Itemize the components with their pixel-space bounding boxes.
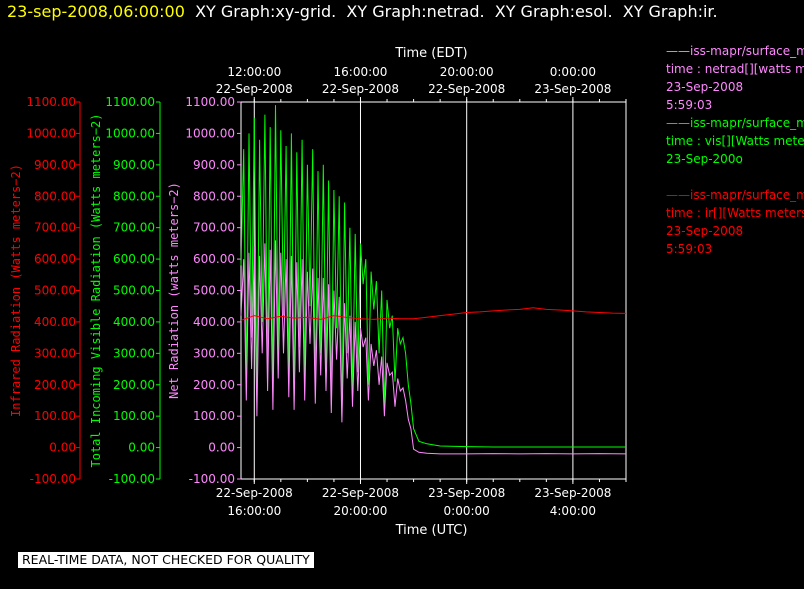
top-tick-label-time: 20:00:00 [440, 65, 494, 79]
y-tick-label-ir: 700.00 [34, 221, 76, 235]
y-tick-label-net: 900.00 [193, 158, 235, 172]
y-tick-label-ir: 1000.00 [26, 126, 76, 140]
legend-netrad-line1: ——iss-mapr/surface_m [666, 44, 804, 58]
legend-netrad-line2: time : netrad[][watts m [666, 62, 804, 76]
y-tick-label-net: 600.00 [193, 252, 235, 266]
y-tick-label-ir: 800.00 [34, 189, 76, 203]
x-axis-label-top: Time (EDT) [394, 46, 467, 61]
series-line-vis [240, 105, 626, 448]
y-tick-label-net: 500.00 [193, 284, 235, 298]
x-axis-label-bottom: Time (UTC) [395, 523, 468, 538]
legend-ir-line3: 23-Sep-2008 [666, 224, 744, 238]
top-tick-label-date: 22-Sep-2008 [322, 82, 399, 96]
y-tick-label-vis: 0.00 [128, 441, 155, 455]
y-tick-label-ir: 1100.00 [26, 95, 76, 109]
x-tick-label-date: 22-Sep-2008 [322, 486, 399, 500]
legend-netrad-line3: 23-Sep-2008 [666, 80, 744, 94]
header-timestamp: 23-sep-2008,06:00:00 [7, 2, 185, 21]
quality-note: REAL-TIME DATA, NOT CHECKED FOR QUALITY [18, 552, 314, 568]
legend-netrad-line4: 5:59:03 [666, 98, 713, 112]
legend-vis-line2: time : vis[][Watts meter [666, 134, 804, 148]
y-tick-label-vis: 800.00 [113, 189, 155, 203]
x-tick-label-date: 23-Sep-2008 [428, 486, 505, 500]
y-tick-label-vis: 500.00 [113, 284, 155, 298]
y-tick-label-vis: 900.00 [113, 158, 155, 172]
y-tick-label-net: 800.00 [193, 189, 235, 203]
y-tick-label-vis: -100.00 [109, 472, 155, 486]
y-tick-label-net: 700.00 [193, 221, 235, 235]
y-tick-label-ir: 600.00 [34, 252, 76, 266]
header-graph-list: XY Graph:xy-grid. XY Graph:netrad. XY Gr… [195, 2, 718, 21]
legend-vis-line1: ——iss-mapr/surface_m [666, 116, 804, 130]
y-tick-label-net: 0.00 [208, 441, 235, 455]
top-tick-label-time: 12:00:00 [227, 65, 281, 79]
top-tick-label-date: 22-Sep-2008 [216, 82, 293, 96]
y-tick-label-vis: 700.00 [113, 221, 155, 235]
y-tick-label-vis: 200.00 [113, 378, 155, 392]
x-tick-label-date: 22-Sep-2008 [216, 486, 293, 500]
y-tick-label-vis: 600.00 [113, 252, 155, 266]
legend-netrad: ——iss-mapr/surface_m time : netrad[][wat… [666, 42, 804, 114]
top-tick-label-time: 0:00:00 [550, 65, 596, 79]
y-tick-label-ir: 200.00 [34, 378, 76, 392]
y-tick-label-vis: 400.00 [113, 315, 155, 329]
legend-ir: ——iss-mapr/surface_m time : ir[][Watts m… [666, 186, 804, 258]
y-axis-label-net: Net Radiation (watts meters−2) [167, 182, 181, 399]
x-tick-label-date: 23-Sep-2008 [534, 486, 611, 500]
x-tick-label-time: 4:00:00 [550, 504, 596, 518]
y-tick-label-ir: -100.00 [30, 472, 76, 486]
y-tick-label-ir: 900.00 [34, 158, 76, 172]
x-tick-label-time: 0:00:00 [444, 504, 490, 518]
legend-vis: ——iss-mapr/surface_m time : vis[][Watts … [666, 114, 804, 168]
top-tick-label-date: 23-Sep-2008 [534, 82, 611, 96]
y-tick-label-net: 100.00 [193, 409, 235, 423]
x-tick-label-time: 16:00:00 [227, 504, 281, 518]
y-tick-label-ir: 100.00 [34, 409, 76, 423]
legend-vis-line3: 23-Sep-200o [666, 152, 743, 166]
y-axis-label-ir: Infrared Radiation (Watts meters−2) [9, 164, 23, 417]
graph-header: 23-sep-2008,06:00:00 XY Graph:xy-grid. X… [7, 2, 718, 21]
y-tick-label-vis: 1100.00 [105, 95, 155, 109]
top-tick-label-date: 22-Sep-2008 [428, 82, 505, 96]
y-tick-label-net: 1100.00 [185, 95, 235, 109]
series-line-ir [240, 307, 627, 321]
y-tick-label-net: 1000.00 [185, 126, 235, 140]
y-tick-label-net: -100.00 [189, 472, 235, 486]
y-axis-label-vis: Total Incoming Visible Radiation (Watts … [89, 113, 103, 467]
y-tick-label-vis: 300.00 [113, 346, 155, 360]
y-tick-label-ir: 400.00 [34, 315, 76, 329]
y-tick-label-ir: 0.00 [49, 441, 76, 455]
top-tick-label-time: 16:00:00 [334, 65, 388, 79]
legend-ir-line1: ——iss-mapr/surface_m [666, 188, 804, 202]
y-tick-label-net: 400.00 [193, 315, 235, 329]
y-tick-label-vis: 1000.00 [105, 126, 155, 140]
legend-ir-line4: 5:59:03 [666, 242, 713, 256]
y-tick-label-net: 200.00 [193, 378, 235, 392]
y-tick-label-ir: 500.00 [34, 284, 76, 298]
y-tick-label-vis: 100.00 [113, 409, 155, 423]
legend-ir-line2: time : ir[][Watts meters [666, 206, 804, 220]
series-line-net [240, 240, 627, 455]
y-tick-label-net: 300.00 [193, 346, 235, 360]
x-tick-label-time: 20:00:00 [334, 504, 388, 518]
y-tick-label-ir: 300.00 [34, 346, 76, 360]
